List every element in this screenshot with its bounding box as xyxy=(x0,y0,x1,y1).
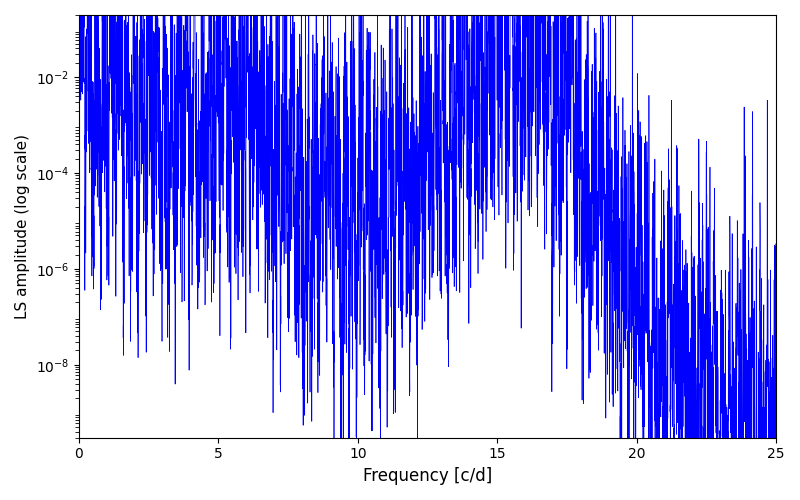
Y-axis label: LS amplitude (log scale): LS amplitude (log scale) xyxy=(15,134,30,319)
X-axis label: Frequency [c/d]: Frequency [c/d] xyxy=(363,467,492,485)
